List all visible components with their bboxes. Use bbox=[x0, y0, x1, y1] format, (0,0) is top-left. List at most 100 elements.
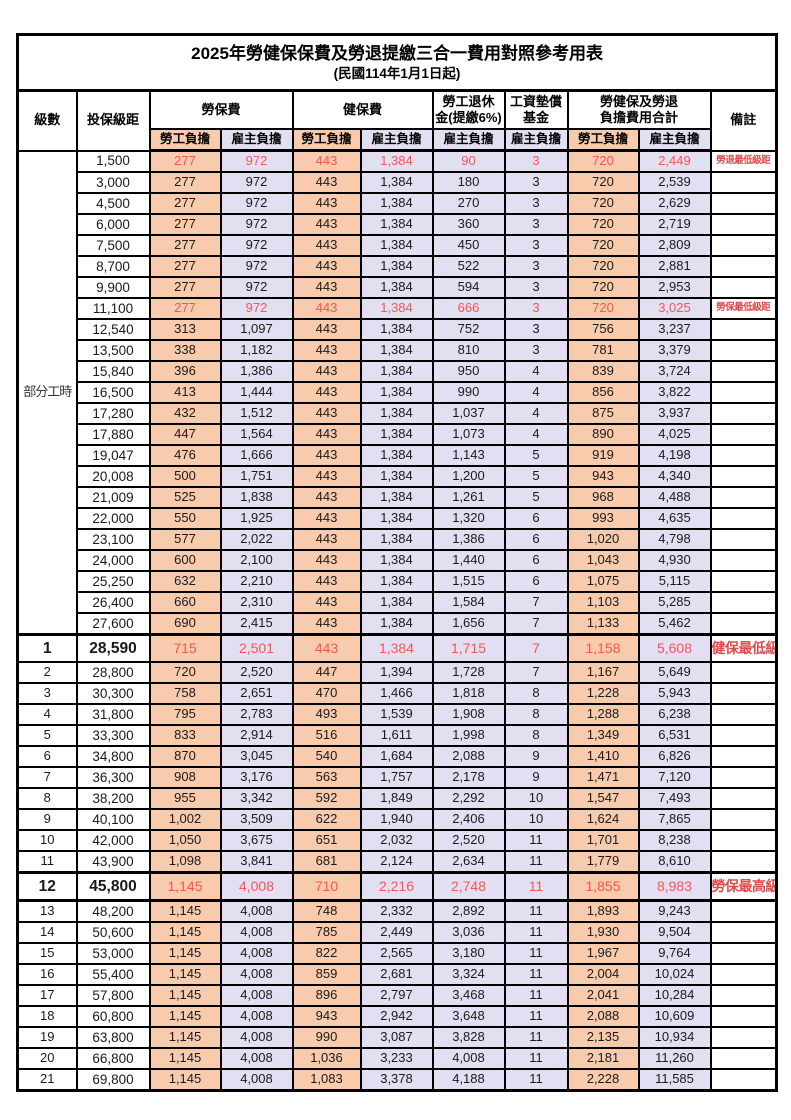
cell-勞保費-雇主負擔: 4,008 bbox=[219, 921, 294, 944]
cell-勞工退休金(提繳6%)-雇主負擔: 2,088 bbox=[431, 745, 506, 768]
table-row: 9 40,100 1,002 3,509 622 1,940 2,406 10 1,624 7,8… bbox=[16, 808, 778, 831]
cell-合計-雇主負擔: 10,284 bbox=[637, 984, 712, 1007]
cell-合計-雇主負擔: 11,260 bbox=[637, 1047, 712, 1070]
cell-合計-雇主負擔: 4,798 bbox=[637, 528, 712, 551]
col-header-level: 級數 bbox=[16, 89, 78, 152]
cell-工資墊償基金-雇主負擔: 5 bbox=[503, 444, 569, 467]
table-row: 13 48,200 1,145 4,008 748 2,332 2,892 11 1,893 9,… bbox=[16, 899, 778, 923]
cell-勞保費-勞工負擔: 525 bbox=[148, 486, 222, 509]
table-row: 22,000 550 1,925 443 1,384 1,320 6 993 4,635 bbox=[18, 507, 778, 530]
cell-合計-雇主負擔: 5,285 bbox=[637, 591, 712, 614]
cell-工資墊償基金-雇主負擔: 3 bbox=[503, 171, 569, 194]
cell-勞工退休金(提繳6%)-雇主負擔: 1,998 bbox=[431, 724, 506, 747]
cell-remark bbox=[709, 591, 778, 614]
cell-勞保費-雇主負擔: 972 bbox=[219, 171, 294, 194]
subheader-health-employer: 雇主負擔 bbox=[359, 128, 434, 152]
cell-健保費-雇主負擔: 1,384 bbox=[359, 276, 434, 299]
table-row: 15 53,000 1,145 4,008 822 2,565 3,180 11 1,967 9,… bbox=[16, 942, 778, 965]
cell-勞工退休金(提繳6%)-雇主負擔: 1,320 bbox=[431, 507, 506, 530]
cell-勞工退休金(提繳6%)-雇主負擔: 3,648 bbox=[431, 1005, 506, 1028]
cell-勞保費-勞工負擔: 396 bbox=[148, 360, 222, 383]
cell-remark bbox=[709, 360, 778, 383]
cell-bracket: 28,590 bbox=[75, 633, 151, 663]
cell-勞保費-雇主負擔: 2,100 bbox=[219, 549, 294, 572]
cell-合計-勞工負擔: 781 bbox=[566, 339, 640, 362]
cell-合計-勞工負擔: 1,930 bbox=[566, 921, 640, 944]
cell-工資墊償基金-雇主負擔: 6 bbox=[503, 570, 569, 593]
cell-勞保費-雇主負擔: 2,022 bbox=[219, 528, 294, 551]
cell-合計-勞工負擔: 720 bbox=[566, 234, 640, 257]
cell-勞工退休金(提繳6%)-雇主負擔: 2,892 bbox=[431, 899, 506, 923]
cell-健保費-雇主負擔: 1,384 bbox=[359, 255, 434, 278]
header-sub-row: 勞工負擔 雇主負擔 勞工負擔 雇主負擔 雇主負擔 雇主負擔 勞工負擔 雇主負擔 bbox=[18, 128, 777, 152]
cell-勞保費-勞工負擔: 1,145 bbox=[148, 963, 222, 986]
cell-勞工退休金(提繳6%)-雇主負擔: 3,828 bbox=[431, 1026, 506, 1049]
cell-勞保費-雇主負擔: 2,651 bbox=[219, 682, 294, 705]
cell-健保費-勞工負擔: 443 bbox=[291, 171, 362, 194]
table-row: 部分工時 1,500 277 972 443 1,384 90 3 720 2,449 勞退最低級距 bbox=[16, 149, 778, 636]
cell-勞保費-雇主負擔: 4,008 bbox=[219, 984, 294, 1007]
cell-勞工退休金(提繳6%)-雇主負擔: 666 bbox=[431, 297, 506, 320]
cell-健保費-勞工負擔: 443 bbox=[291, 486, 362, 509]
cell-bracket: 55,400 bbox=[75, 963, 151, 986]
cell-勞保費-雇主負擔: 972 bbox=[219, 297, 294, 320]
cell-健保費-勞工負擔: 443 bbox=[291, 255, 362, 278]
cell-工資墊償基金-雇主負擔: 11 bbox=[503, 829, 569, 852]
cell-勞保費-雇主負擔: 972 bbox=[219, 276, 294, 299]
cell-合計-雇主負擔: 2,881 bbox=[637, 255, 712, 278]
cell-健保費-雇主負擔: 2,449 bbox=[359, 921, 434, 944]
subheader-labor-employer: 雇主負擔 bbox=[219, 128, 294, 152]
cell-工資墊償基金-雇主負擔: 11 bbox=[503, 899, 569, 923]
cell-健保費-勞工負擔: 943 bbox=[291, 1005, 362, 1028]
cell-合計-雇主負擔: 2,719 bbox=[637, 213, 712, 236]
cell-勞工退休金(提繳6%)-雇主負擔: 3,468 bbox=[431, 984, 506, 1007]
cell-bracket: 63,800 bbox=[75, 1026, 151, 1049]
cell-remark: 勞退最低級距 bbox=[709, 149, 778, 173]
cell-健保費-雇主負擔: 1,384 bbox=[359, 633, 434, 663]
cell-工資墊償基金-雇主負擔: 6 bbox=[503, 528, 569, 551]
cell-健保費-雇主負擔: 2,942 bbox=[359, 1005, 434, 1028]
cell-remark bbox=[709, 829, 778, 852]
subheader-labor-employee: 勞工負擔 bbox=[148, 128, 222, 152]
cell-勞工退休金(提繳6%)-雇主負擔: 4,008 bbox=[431, 1047, 506, 1070]
col-header-bracket: 投保級距 bbox=[75, 89, 151, 152]
cell-勞保費-雇主負擔: 972 bbox=[219, 192, 294, 215]
cell-健保費-勞工負擔: 622 bbox=[291, 808, 362, 831]
cell-勞保費-雇主負擔: 972 bbox=[219, 213, 294, 236]
cell-bracket: 34,800 bbox=[75, 745, 151, 768]
cell-勞保費-雇主負擔: 1,097 bbox=[219, 318, 294, 341]
cell-勞保費-勞工負擔: 447 bbox=[148, 423, 222, 446]
cell-bracket: 19,047 bbox=[75, 444, 151, 467]
table-row: 16,500 413 1,444 443 1,384 990 4 856 3,822 bbox=[18, 381, 778, 404]
cell-bracket: 24,000 bbox=[75, 549, 151, 572]
cell-合計-勞工負擔: 968 bbox=[566, 486, 640, 509]
table-row: 10 42,000 1,050 3,675 651 2,032 2,520 11 1,701 8,… bbox=[16, 829, 778, 852]
cell-健保費-雇主負擔: 1,466 bbox=[359, 682, 434, 705]
cell-勞保費-雇主負擔: 1,751 bbox=[219, 465, 294, 488]
cell-勞保費-雇主負擔: 3,841 bbox=[219, 850, 294, 874]
cell-合計-勞工負擔: 2,135 bbox=[566, 1026, 640, 1049]
cell-level: 12 bbox=[16, 871, 78, 902]
cell-合計-勞工負擔: 1,701 bbox=[566, 829, 640, 852]
cell-bracket: 33,300 bbox=[75, 724, 151, 747]
table-row: 26,400 660 2,310 443 1,384 1,584 7 1,103 5,285 bbox=[18, 591, 778, 614]
cell-工資墊償基金-雇主負擔: 3 bbox=[503, 318, 569, 341]
table-body: 部分工時 1,500 277 972 443 1,384 90 3 720 2,449 勞退最低級距… bbox=[16, 149, 778, 1092]
cell-勞保費-勞工負擔: 833 bbox=[148, 724, 222, 747]
cell-level: 3 bbox=[16, 682, 78, 705]
cell-remark bbox=[709, 381, 778, 404]
cell-合計-勞工負擔: 720 bbox=[566, 297, 640, 320]
cell-健保費-雇主負擔: 1,384 bbox=[359, 570, 434, 593]
cell-合計-勞工負擔: 1,410 bbox=[566, 745, 640, 768]
cell-remark bbox=[709, 465, 778, 488]
cell-勞保費-雇主負擔: 2,520 bbox=[219, 661, 294, 684]
cell-工資墊償基金-雇主負擔: 11 bbox=[503, 850, 569, 874]
cell-工資墊償基金-雇主負擔: 5 bbox=[503, 486, 569, 509]
cell-bracket: 7,500 bbox=[75, 234, 151, 257]
cell-remark bbox=[709, 444, 778, 467]
cell-健保費-雇主負擔: 1,384 bbox=[359, 234, 434, 257]
cell-健保費-勞工負擔: 443 bbox=[291, 318, 362, 341]
cell-remark bbox=[709, 1047, 778, 1070]
cell-合計-雇主負擔: 10,609 bbox=[637, 1005, 712, 1028]
cell-健保費-雇主負擔: 2,124 bbox=[359, 850, 434, 874]
